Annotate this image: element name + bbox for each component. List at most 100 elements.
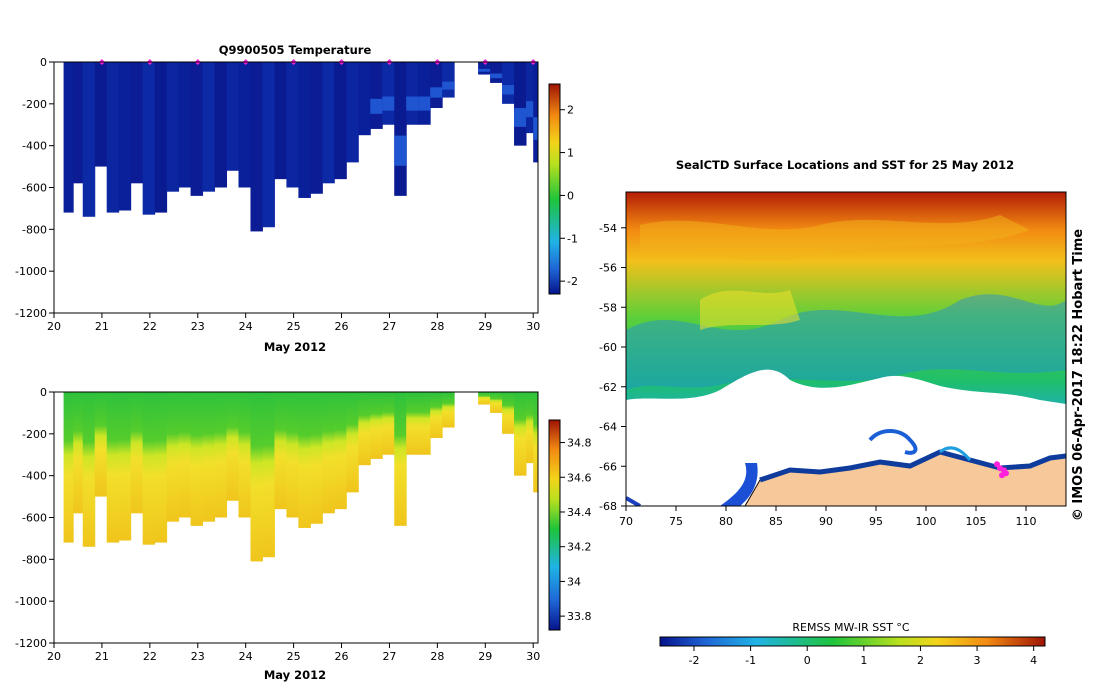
temperature-cell-shallow [370, 98, 383, 114]
temperature-cell [490, 62, 503, 83]
salinity-cell [63, 392, 74, 543]
temperature-cell [310, 62, 323, 194]
salinity-cell [502, 392, 515, 434]
salinity-cell [322, 392, 335, 514]
x-tick-label: 24 [239, 320, 253, 333]
map-title: SealCTD Surface Locations and SST for 25… [676, 158, 1014, 172]
colorbar-tick-label: 34.4 [567, 506, 592, 519]
colorbar-tick-label: 33.8 [567, 610, 592, 623]
temperature-cell-shallow [418, 96, 431, 111]
temperature-cell [82, 62, 96, 217]
salinity-cell [226, 392, 239, 501]
temperature-cell [214, 62, 228, 188]
salinity-cell [346, 392, 359, 493]
temperature-cell [238, 62, 251, 188]
temperature-cell [154, 62, 168, 213]
map-x-tick-label: 105 [966, 515, 987, 528]
y-tick-label: -600 [22, 182, 47, 195]
temperature-cell-shallow [526, 101, 534, 118]
salinity-cell [214, 392, 228, 518]
y-tick-label: -200 [22, 98, 47, 111]
temperature-cell [94, 62, 108, 167]
y-tick-label: 0 [40, 386, 47, 399]
x-tick-label: 26 [335, 650, 349, 663]
colorbar-tick-label: 34.6 [567, 471, 592, 484]
temperature-cell [358, 62, 371, 136]
temperature-panel: Q9900505 Temperature 0 -200 -400 -600 -800 -1… [15, 43, 578, 354]
temperature-cell-shallow [394, 135, 407, 166]
salinity-cell [526, 392, 534, 464]
x-tick-label: 28 [430, 320, 444, 333]
temperature-cell [430, 62, 443, 109]
y-tick-label: -800 [22, 223, 47, 236]
salinity-cell [286, 392, 299, 518]
y-tick-label: -1000 [15, 265, 47, 278]
salinity-cell [73, 392, 84, 514]
salinity-cell [142, 392, 156, 545]
temperature-cell [526, 62, 534, 134]
salinity-cell [118, 392, 132, 541]
x-tick-label: 30 [526, 650, 540, 663]
temperature-title: Q9900505 Temperature [219, 43, 372, 57]
salinity-cell [238, 392, 251, 518]
map-x-tick-label: 100 [916, 515, 937, 528]
temperature-cell [142, 62, 156, 215]
map-frame [625, 191, 1067, 507]
y-tick-label: -800 [22, 553, 47, 566]
salinity-cells [63, 392, 538, 562]
x-tick-label: 22 [143, 650, 157, 663]
temperature-cell [442, 62, 455, 98]
temperature-cell [406, 62, 419, 125]
sst-colorbar-tick-label: 0 [804, 654, 811, 667]
temperature-cell [63, 62, 74, 213]
y-tick-label: 0 [40, 56, 47, 69]
coastal-ice [759, 449, 1066, 483]
map-y-tick-label: -54 [599, 222, 617, 235]
y-tick-label: -200 [22, 428, 47, 441]
temperature-cell [250, 62, 263, 232]
salinity-cell [130, 392, 144, 514]
temperature-cell-shallow [442, 81, 455, 90]
salinity-cell [106, 392, 120, 543]
sst-colorbar-label: REMSS MW-IR SST °C [792, 621, 910, 634]
map-y-tick-label: -58 [599, 301, 617, 314]
copyright-text: © IMOS 06-Apr-2017 18:22 Hobart Time [1071, 229, 1086, 521]
temperature-cell [370, 62, 383, 129]
salinity-cell [442, 392, 455, 428]
temperature-cell [334, 62, 347, 180]
temperature-cell [394, 62, 407, 196]
temperature-cell [382, 62, 395, 125]
temperature-cell [322, 62, 335, 184]
temperature-cell-shallow [533, 117, 538, 140]
map-y-tick-label: -56 [599, 262, 617, 275]
temperature-cell [274, 62, 287, 180]
salinity-cell [394, 392, 407, 526]
salinity-cell [478, 392, 491, 405]
map-axes: 70 75 80 85 90 95 100 105 110 -54 -56 -58 -60 -62 -64 -… [599, 222, 1036, 528]
map-x-tick-label: 75 [669, 515, 683, 528]
sst-colorbar-tick-label: 4 [1030, 654, 1037, 667]
map-x-tick-label: 70 [619, 515, 633, 528]
x-tick-label: 21 [95, 320, 109, 333]
salinity-cell [490, 392, 503, 413]
sst-colorbar-tick-label: 2 [917, 654, 924, 667]
temperature-cell-shallow [430, 87, 443, 98]
colorbar-tick-label: 34 [567, 575, 581, 588]
sst-colorbar-tick-label: 1 [860, 654, 867, 667]
temperature-xlabel: May 2012 [264, 340, 326, 354]
seal-location [999, 472, 1005, 479]
temperature-cell-shallow [382, 96, 395, 111]
sst-colorbar [659, 636, 1046, 647]
salinity-cell [382, 392, 395, 455]
temperature-cell-shallow [502, 85, 515, 95]
x-tick-label: 27 [382, 320, 396, 333]
salinity-cell [334, 392, 347, 510]
y-tick-label: -1000 [15, 595, 47, 608]
y-tick-label: -1200 [15, 307, 47, 320]
salinity-cell [406, 392, 419, 455]
salinity-xlabel: May 2012 [264, 668, 326, 682]
